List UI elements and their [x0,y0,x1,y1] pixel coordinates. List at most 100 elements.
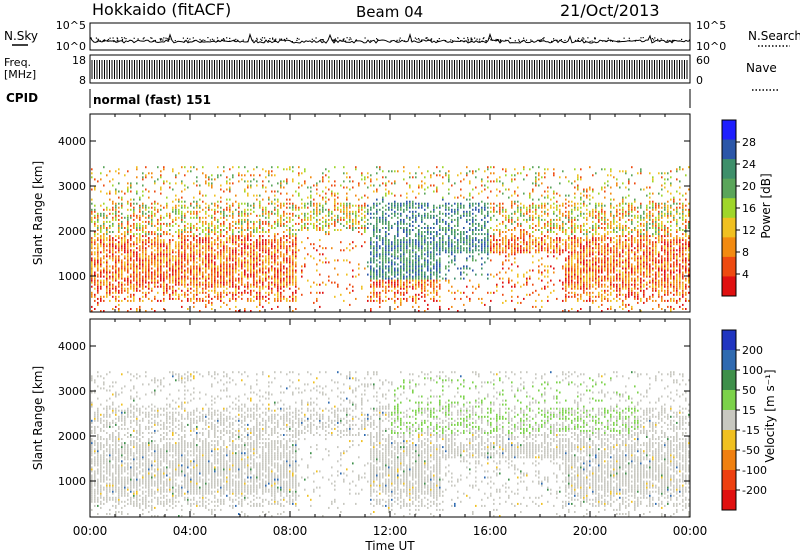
power-cell [145,285,147,288]
power-cell [394,283,396,286]
power-cell [163,273,165,276]
power-cell [334,204,336,207]
power-cell [352,275,354,278]
power-cell [271,166,273,169]
power-cell [175,297,177,300]
power-cell [454,208,456,211]
power-cell [145,273,147,276]
power-cell [121,206,123,209]
power-cell [403,257,405,260]
power-cell [112,279,114,282]
power-cell [292,202,294,205]
power-cell [202,281,204,284]
power-cell [361,212,363,215]
power-cell [253,255,255,258]
power-cell [331,216,333,219]
power-cell [175,259,177,262]
power-cell [262,265,264,268]
power-cell [472,255,474,258]
power-cell [304,168,306,171]
power-cell [277,239,279,242]
power-cell [181,289,183,292]
noise-search-point [260,38,262,40]
power-cell [178,265,180,268]
power-cell [325,186,327,189]
power-cell [226,283,228,286]
power-cell [310,214,312,217]
power-cell [118,310,120,312]
power-cell [274,253,276,256]
power-cell [160,257,162,260]
power-cell [271,267,273,270]
power-cell [130,214,132,217]
power-cell [253,257,255,260]
noise-ytick-top-left: 10^5 [56,19,86,32]
power-cell [235,267,237,270]
power-cell [487,210,489,213]
power-cell [271,202,273,205]
power-cell [193,243,195,246]
power-cell [448,206,450,209]
power-cell [229,255,231,258]
power-cell [220,269,222,272]
power-cell [409,202,411,205]
power-cell [250,184,252,187]
power-cell [127,253,129,256]
power-cell [433,299,435,302]
power-cell [436,247,438,250]
power-cell [139,279,141,282]
power-cell [214,253,216,256]
power-cell [448,239,450,242]
power-cell [517,245,519,248]
noise-search-point [542,38,544,40]
power-cell [124,241,126,244]
power-cell [292,263,294,266]
nsearch-label: N.Search [748,29,800,43]
power-cell [457,249,459,252]
power-cell [397,257,399,260]
power-cell [418,255,420,258]
power-cell [232,255,234,258]
power-cell [355,227,357,229]
power-cell [310,202,312,205]
power-cell [379,269,381,272]
power-cell [415,210,417,213]
power-cell [205,255,207,258]
power-cell [187,231,189,233]
power-cell [388,269,390,272]
power-cell [385,275,387,278]
power-cell [169,267,171,270]
power-cell [97,251,99,254]
power-cell [106,289,108,292]
power-cell [241,239,243,242]
power-cell [283,285,285,288]
power-cell [112,206,114,209]
power-cell [385,231,387,233]
power-cell [187,206,189,209]
power-cell [259,222,261,225]
power-cell [94,279,96,282]
power-cell [343,166,345,169]
power-cell [295,214,297,217]
power-cell [133,285,135,288]
power-cell [325,224,327,227]
power-cell [361,196,363,199]
power-cell [160,285,162,288]
power-cell [136,239,138,242]
power-cell [142,249,144,252]
power-cell [313,216,315,219]
power-cell [226,271,228,274]
power-cell [448,224,450,227]
power-cell [229,190,231,193]
power-cell [415,176,417,179]
power-cell [421,291,423,294]
power-cell [220,255,222,258]
power-cell [457,220,459,223]
noise-search-point [233,40,235,42]
power-cell [169,261,171,264]
power-cell [274,233,276,236]
power-cell [262,281,264,284]
power-cell [517,237,519,240]
power-cell [292,206,294,209]
power-cell [280,297,282,300]
